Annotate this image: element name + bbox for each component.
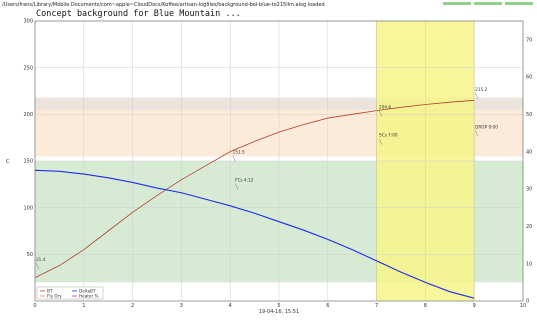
y-tick-100: 100 <box>23 205 33 211</box>
y-tick-200: 200 <box>23 112 33 118</box>
x-tick-3: 3 <box>180 303 183 309</box>
x-tick-4: 4 <box>229 303 232 309</box>
annotation-pointer-1 <box>232 155 236 162</box>
y2-tick-40: 40 <box>526 149 532 155</box>
legend-label-3: Heater % <box>79 294 99 299</box>
x-tick-2: 2 <box>131 303 134 309</box>
annotation-3: 204.6 <box>379 105 391 110</box>
y-tick-300: 300 <box>23 19 33 25</box>
status-indicators <box>443 2 533 5</box>
y2-tick-10: 10 <box>526 261 532 267</box>
annotation-pointer-4 <box>378 138 383 145</box>
x-tick-6: 6 <box>326 303 329 309</box>
legend-label-1: DeltaBT <box>79 289 96 294</box>
annotation-pointer-6 <box>474 130 479 137</box>
x-tick-5: 5 <box>277 303 280 309</box>
series-bt <box>34 99 475 279</box>
legend-label-2: Fly Dry <box>47 294 62 299</box>
annotation-2: FCs 4:12 <box>235 178 254 183</box>
annotation-pointer-0 <box>35 262 40 269</box>
y-axis-label: C <box>6 159 10 165</box>
legend-label-0: BT <box>47 289 53 294</box>
annotation-1: 151.5 <box>233 150 245 155</box>
x-tick-1: 1 <box>82 303 85 309</box>
y2-tick-20: 20 <box>526 224 532 230</box>
y2-tick-0: 0 <box>526 299 529 305</box>
x-tick-8: 8 <box>424 303 427 309</box>
x-tick-10: 10 <box>520 303 526 309</box>
y2-tick-30: 30 <box>526 187 532 193</box>
series-deltabt <box>34 169 475 299</box>
status-bar: /Users/frans/Library/Mobile Documents/co… <box>0 0 537 10</box>
x-tick-7: 7 <box>375 303 378 309</box>
y2-tick-70: 70 <box>526 37 532 43</box>
chart-title: Concept background for Blue Mountain ... <box>36 9 241 19</box>
annotation-0: 21.4 <box>36 257 46 262</box>
legend-box <box>36 286 104 300</box>
y-tick-250: 250 <box>23 65 33 71</box>
plot-frame <box>34 20 524 302</box>
annotation-pointer-3 <box>378 110 383 117</box>
y2-tick-50: 50 <box>526 112 532 118</box>
annotation-5: 215.2 <box>475 87 487 92</box>
x-tick-9: 9 <box>473 303 476 309</box>
annotation-6: DROP 9:00 <box>475 124 498 129</box>
status-text: /Users/frans/Library/Mobile Documents/co… <box>2 2 325 8</box>
x-tick-0: 0 <box>33 303 36 309</box>
y-tick-50: 50 <box>27 252 33 258</box>
annotation-pointer-5 <box>474 92 479 100</box>
annotation-pointer-2 <box>234 183 239 190</box>
y-tick-150: 150 <box>23 159 33 165</box>
annotation-4: SCs 7:00 <box>379 133 398 138</box>
y2-tick-60: 60 <box>526 75 532 81</box>
chart-footer: 19-04-16, 15:51 <box>259 309 299 315</box>
